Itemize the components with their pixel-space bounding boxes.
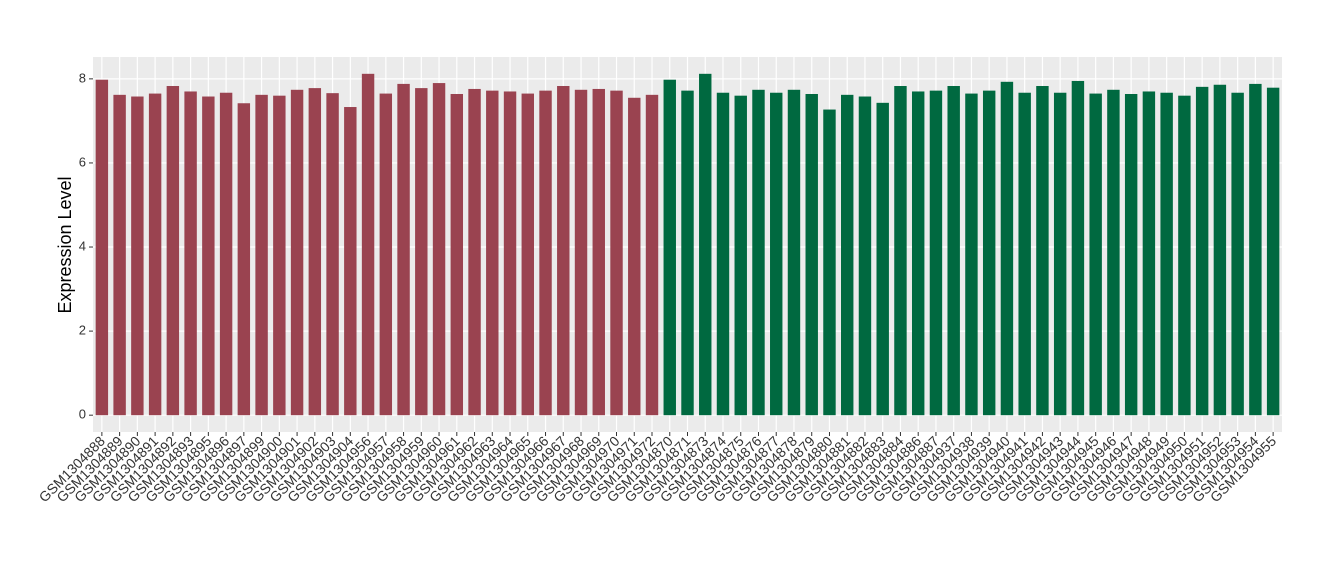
bar xyxy=(397,83,410,416)
bar xyxy=(1178,95,1191,416)
y-tick-label: 4 xyxy=(79,238,86,253)
bar xyxy=(1266,87,1280,416)
bar xyxy=(539,90,552,416)
bar xyxy=(663,79,676,416)
bar xyxy=(237,103,251,416)
bar xyxy=(308,88,322,416)
bar xyxy=(503,91,517,416)
bar xyxy=(326,93,339,416)
bar xyxy=(681,90,694,416)
bar xyxy=(468,88,481,416)
y-axis-title: Expression Level xyxy=(55,176,75,313)
bar xyxy=(805,93,818,416)
bar xyxy=(823,109,836,416)
bar xyxy=(982,90,996,416)
bar xyxy=(1231,92,1244,416)
bar xyxy=(1053,92,1067,416)
bar xyxy=(1195,86,1209,416)
bar xyxy=(131,96,144,416)
y-tick-label: 2 xyxy=(79,323,86,338)
y-tick-label: 6 xyxy=(79,154,86,169)
bar xyxy=(894,86,907,416)
bar xyxy=(219,92,233,416)
bar xyxy=(1142,91,1156,416)
bar xyxy=(521,93,534,416)
bar xyxy=(113,94,126,416)
bar xyxy=(379,93,393,416)
bar xyxy=(290,89,304,416)
bar xyxy=(415,88,428,416)
bar xyxy=(947,86,960,416)
bar xyxy=(645,94,659,416)
bar xyxy=(1160,92,1173,416)
bar xyxy=(1089,93,1102,416)
bar xyxy=(166,86,180,416)
bar xyxy=(574,89,588,416)
bar xyxy=(273,95,286,416)
y-tick-label: 0 xyxy=(79,407,86,422)
bar xyxy=(1036,86,1049,416)
bar xyxy=(1000,81,1014,416)
bar xyxy=(858,96,872,416)
bar xyxy=(911,91,925,416)
y-tick-label: 8 xyxy=(79,70,86,85)
bar xyxy=(965,93,978,416)
bar xyxy=(1213,84,1227,416)
bar xyxy=(486,90,499,416)
bar xyxy=(734,95,747,416)
bar xyxy=(361,73,375,416)
bar xyxy=(1249,83,1262,416)
bar xyxy=(699,73,712,416)
bar xyxy=(592,88,605,416)
bar xyxy=(1107,89,1120,416)
bar xyxy=(184,91,197,416)
bar xyxy=(95,79,109,416)
bar xyxy=(787,89,801,416)
bar xyxy=(752,89,765,416)
bar xyxy=(202,96,215,416)
bar xyxy=(841,94,854,416)
bar xyxy=(716,92,730,416)
bar xyxy=(255,94,268,416)
bar xyxy=(1071,80,1085,416)
bar xyxy=(557,86,570,416)
bar xyxy=(1124,93,1138,416)
bar xyxy=(628,97,641,416)
bar xyxy=(929,90,943,416)
bar xyxy=(344,107,357,416)
bar xyxy=(610,90,623,416)
bar xyxy=(148,93,162,416)
bar xyxy=(432,83,446,416)
bar xyxy=(1018,92,1031,416)
bar xyxy=(770,92,783,416)
bar xyxy=(450,93,464,416)
bar xyxy=(876,102,889,416)
